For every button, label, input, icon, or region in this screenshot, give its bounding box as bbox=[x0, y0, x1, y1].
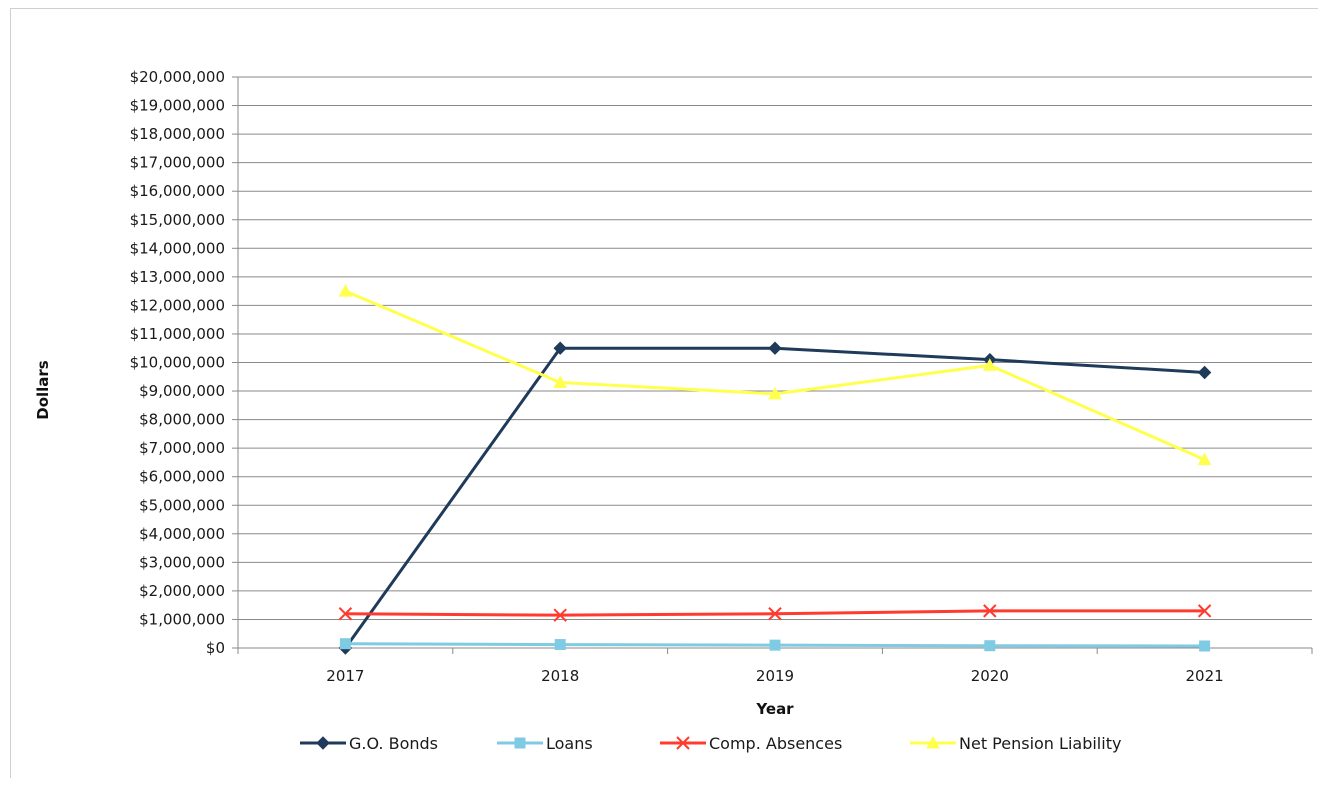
y-tick-label: $13,000,000 bbox=[130, 268, 225, 286]
x-axis: 2017 2018 2019 2020 2021 bbox=[237, 647, 1313, 685]
y-tick-label: $2,000,000 bbox=[139, 582, 225, 600]
y-axis-title: Dollars bbox=[34, 360, 52, 420]
y-tick-label: $15,000,000 bbox=[130, 211, 225, 229]
data-point-x bbox=[676, 736, 690, 750]
data-point-x bbox=[983, 604, 997, 618]
data-point-diamond bbox=[553, 341, 567, 355]
y-tick-label: $12,000,000 bbox=[130, 296, 225, 314]
legend-label: Loans bbox=[546, 734, 593, 753]
y-tick-label: $1,000,000 bbox=[139, 610, 225, 628]
y-tick-label: $14,000,000 bbox=[130, 239, 225, 257]
y-tick-label: $5,000,000 bbox=[139, 496, 225, 514]
x-tick-label: 2021 bbox=[1186, 667, 1224, 685]
data-point-square bbox=[1199, 640, 1211, 652]
data-point-x bbox=[338, 607, 353, 621]
y-axis: $0 $1,000,000 $2,000,000 $3,000,000 $4,000,0… bbox=[130, 68, 239, 657]
series-g-o-bonds bbox=[338, 341, 1212, 655]
data-point-square bbox=[769, 639, 781, 651]
y-tick-label: $11,000,000 bbox=[130, 325, 225, 343]
y-tick-label: $16,000,000 bbox=[130, 182, 225, 200]
data-point-diamond bbox=[316, 736, 330, 750]
series-line bbox=[344, 289, 1206, 461]
x-axis-title: Year bbox=[755, 700, 794, 718]
chart-frame bbox=[10, 8, 1318, 778]
y-tick-label: $17,000,000 bbox=[130, 154, 225, 172]
y-tick-label: $18,000,000 bbox=[130, 125, 225, 143]
y-tick-label: $10,000,000 bbox=[130, 354, 225, 372]
legend-label: Net Pension Liability bbox=[959, 734, 1121, 753]
data-point-square bbox=[554, 639, 566, 651]
y-tick-label: $0 bbox=[206, 639, 225, 657]
y-tick-label: $6,000,000 bbox=[139, 468, 225, 486]
x-tick-label: 2017 bbox=[326, 667, 364, 685]
data-point-triangle bbox=[982, 358, 997, 371]
data-point-x bbox=[768, 607, 782, 621]
gridlines bbox=[238, 76, 1312, 620]
legend-label: Comp. Absences bbox=[709, 734, 842, 753]
legend: G.O. Bonds Loans Comp. Absences Net Pension… bbox=[300, 734, 1121, 753]
y-tick-label: $19,000,000 bbox=[130, 97, 225, 115]
series-net-pension-liability bbox=[338, 284, 1212, 466]
data-point-x bbox=[553, 608, 567, 622]
series-loans bbox=[339, 638, 1211, 652]
x-tick-label: 2019 bbox=[756, 667, 794, 685]
y-tick-label: $8,000,000 bbox=[139, 411, 225, 429]
x-tick-label: 2018 bbox=[541, 667, 579, 685]
y-tick-label: $4,000,000 bbox=[139, 525, 225, 543]
data-point-triangle bbox=[338, 284, 353, 297]
data-point-diamond bbox=[768, 341, 782, 355]
series-lines bbox=[338, 284, 1212, 655]
data-point-triangle bbox=[1197, 452, 1212, 466]
y-tick-label: $9,000,000 bbox=[139, 382, 225, 400]
legend-item: Loans bbox=[497, 734, 593, 753]
legend-item: Net Pension Liability bbox=[910, 734, 1121, 753]
legend-item: Comp. Absences bbox=[660, 734, 842, 753]
data-point-x bbox=[1197, 604, 1212, 618]
y-tick-label: $3,000,000 bbox=[139, 553, 225, 571]
data-point-diamond bbox=[1197, 365, 1212, 380]
y-tick-label: $20,000,000 bbox=[130, 68, 225, 86]
legend-item: G.O. Bonds bbox=[300, 734, 438, 753]
data-point-square bbox=[984, 640, 996, 652]
series-comp-absences bbox=[338, 604, 1212, 622]
data-point-square bbox=[514, 737, 526, 749]
x-tick-label: 2020 bbox=[971, 667, 1009, 685]
y-tick-label: $7,000,000 bbox=[139, 439, 225, 457]
data-point-triangle bbox=[926, 735, 940, 749]
data-point-square bbox=[339, 638, 351, 650]
legend-label: G.O. Bonds bbox=[349, 734, 438, 753]
data-point-triangle bbox=[553, 375, 568, 388]
data-point-triangle bbox=[768, 386, 782, 400]
